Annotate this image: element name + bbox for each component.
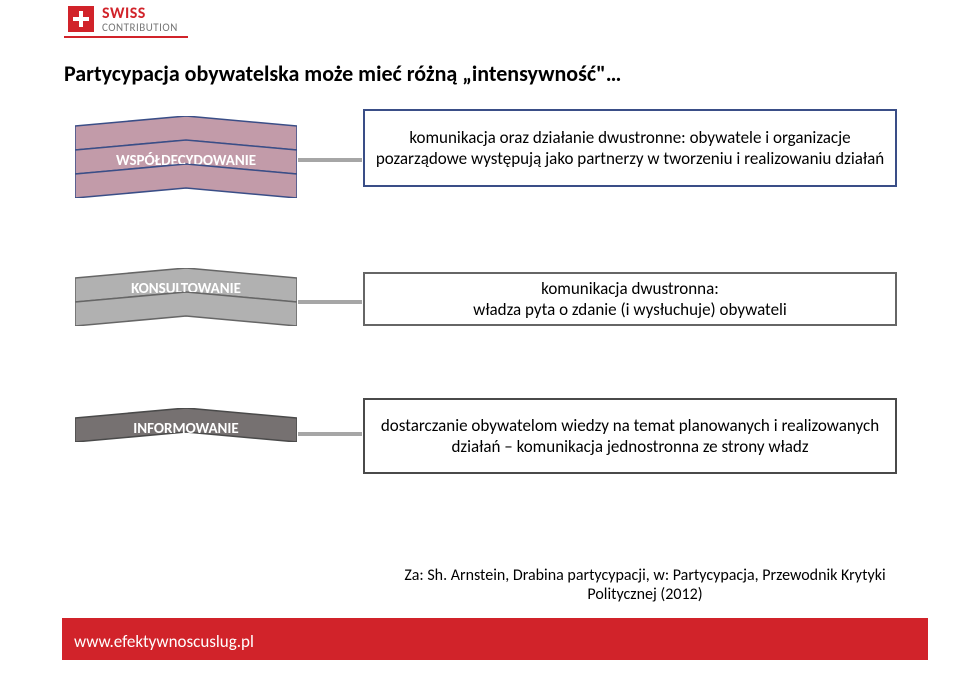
stage-description: komunikacja oraz działanie dwustronne: o… bbox=[363, 109, 897, 187]
footer-bar: www.efektywnoscuslug.pl bbox=[62, 618, 928, 660]
connector-line bbox=[298, 300, 362, 304]
logo-underline bbox=[64, 36, 188, 38]
logo-swiss: SWISS bbox=[102, 6, 178, 22]
page-title: Partycypacja obywatelska może mieć różną… bbox=[64, 60, 621, 87]
connector-line bbox=[298, 158, 362, 162]
stage-inform: INFORMOWANIE bbox=[75, 408, 297, 442]
chevron-icon bbox=[75, 164, 297, 198]
chevron-icon bbox=[75, 292, 297, 326]
stage-description: komunikacja dwustronna:władza pyta o zda… bbox=[363, 272, 897, 326]
swiss-contribution-logo: SWISS CONTRIBUTION bbox=[68, 6, 178, 33]
source-citation: Za: Sh. Arnstein, Drabina partycypacji, … bbox=[390, 566, 900, 604]
stage-wspol: WSPÓŁDECYDOWANIE bbox=[75, 116, 297, 198]
swiss-cross-icon bbox=[68, 6, 94, 32]
logo-text: SWISS CONTRIBUTION bbox=[102, 6, 178, 33]
footer-url: www.efektywnoscuslug.pl bbox=[74, 631, 254, 652]
chevron-icon: INFORMOWANIE bbox=[75, 408, 297, 442]
logo-contribution: CONTRIBUTION bbox=[102, 22, 178, 33]
slide: SWISS CONTRIBUTION Partycypacja obywatel… bbox=[0, 0, 960, 676]
stage-konsult: KONSULTOWANIE bbox=[75, 268, 297, 326]
stage-description: dostarczanie obywatelom wiedzy na temat … bbox=[363, 398, 897, 474]
connector-line bbox=[298, 432, 362, 436]
